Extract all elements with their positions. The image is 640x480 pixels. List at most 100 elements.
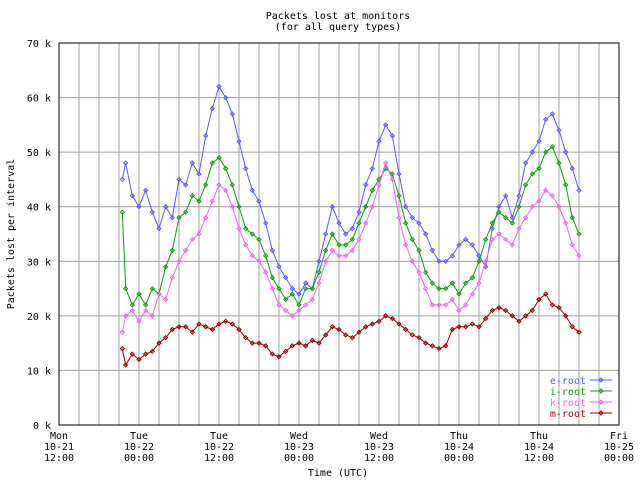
data-point: [416, 220, 422, 226]
data-point: [376, 318, 382, 325]
data-point: [416, 269, 422, 275]
data-point: [529, 171, 536, 177]
data-point: [449, 326, 456, 333]
data-point: [302, 343, 309, 349]
data-point: [429, 343, 436, 349]
data-point: [182, 182, 189, 188]
data-point: [236, 225, 242, 232]
data-point: [522, 313, 529, 319]
legend-swatch-marker: [598, 410, 604, 416]
data-point: [256, 236, 262, 243]
data-point: [129, 302, 136, 308]
x-tick-label-line: Wed: [370, 431, 388, 442]
data-point: [396, 321, 402, 327]
x-tick-labels: Mon10-2112:00Tue10-2200:00Tue10-2212:00W…: [44, 431, 634, 464]
data-point: [489, 236, 496, 243]
data-point: [189, 193, 196, 199]
data-point: [396, 171, 402, 177]
data-point: [289, 291, 296, 297]
data-point: [429, 280, 436, 286]
data-point: [516, 225, 522, 232]
x-axis-label: Time (UTC): [308, 468, 368, 479]
data-point: [329, 247, 336, 254]
data-point: [222, 318, 229, 325]
data-point: [576, 187, 582, 194]
data-point: [356, 209, 362, 215]
data-point: [402, 326, 409, 333]
data-point: [156, 340, 162, 346]
data-point: [416, 247, 422, 254]
legend-swatch-marker: [598, 377, 604, 383]
data-point: [469, 291, 476, 297]
data-point: [356, 236, 362, 243]
data-point: [389, 133, 396, 139]
data-point: [329, 204, 336, 210]
legend-label: m-root: [550, 409, 586, 420]
data-point: [442, 302, 449, 308]
data-point: [149, 285, 156, 292]
data-point: [209, 198, 216, 204]
data-point: [369, 187, 376, 194]
data-point: [289, 313, 296, 319]
grid-lines: [59, 43, 619, 425]
x-tick-label-line: 10-22: [204, 442, 234, 453]
data-point: [509, 313, 516, 319]
series-i-root: [119, 143, 582, 308]
data-point: [302, 302, 309, 308]
data-point: [496, 209, 502, 215]
x-tick-label-line: 00:00: [604, 453, 634, 464]
data-point: [569, 214, 576, 221]
data-point: [276, 264, 282, 270]
data-point: [396, 193, 402, 199]
data-point: [309, 337, 316, 344]
data-point: [216, 154, 222, 161]
data-point: [142, 302, 149, 308]
data-point: [402, 242, 409, 248]
y-tick-label: 60 k: [27, 94, 51, 105]
data-point: [549, 302, 556, 308]
data-point: [362, 220, 369, 226]
data-point: [522, 160, 529, 166]
data-point: [316, 258, 322, 264]
data-point: [162, 296, 169, 303]
data-point: [409, 332, 416, 338]
data-point: [282, 348, 289, 355]
data-point: [196, 171, 202, 177]
data-point: [542, 291, 549, 297]
data-point: [536, 165, 542, 172]
data-point: [122, 362, 129, 368]
data-point: [536, 138, 542, 144]
data-point: [329, 324, 336, 330]
data-point: [416, 334, 422, 341]
data-point: [516, 193, 522, 199]
series-line: [121, 293, 580, 367]
data-point: [456, 307, 462, 314]
x-tick-label-line: 00:00: [124, 453, 154, 464]
data-point: [529, 204, 536, 210]
data-point: [122, 160, 129, 166]
x-tick-label-line: 12:00: [364, 453, 394, 464]
data-point: [216, 182, 222, 188]
data-point: [156, 225, 162, 232]
data-point: [222, 165, 229, 172]
data-point: [549, 143, 556, 150]
data-point: [349, 247, 356, 254]
data-point: [196, 231, 202, 237]
data-point: [242, 225, 249, 232]
y-tick-label: 30 k: [27, 257, 51, 268]
x-tick-label-line: 00:00: [284, 453, 314, 464]
data-point: [422, 285, 429, 292]
data-point: [482, 258, 489, 264]
data-point: [216, 83, 222, 90]
data-point: [282, 307, 289, 314]
data-point: [569, 242, 576, 248]
data-point: [476, 280, 482, 286]
data-point: [382, 122, 389, 128]
data-point: [356, 220, 362, 226]
data-point: [296, 291, 302, 297]
data-point: [262, 253, 269, 259]
x-tick-label-line: 12:00: [524, 453, 554, 464]
data-point: [189, 160, 196, 166]
